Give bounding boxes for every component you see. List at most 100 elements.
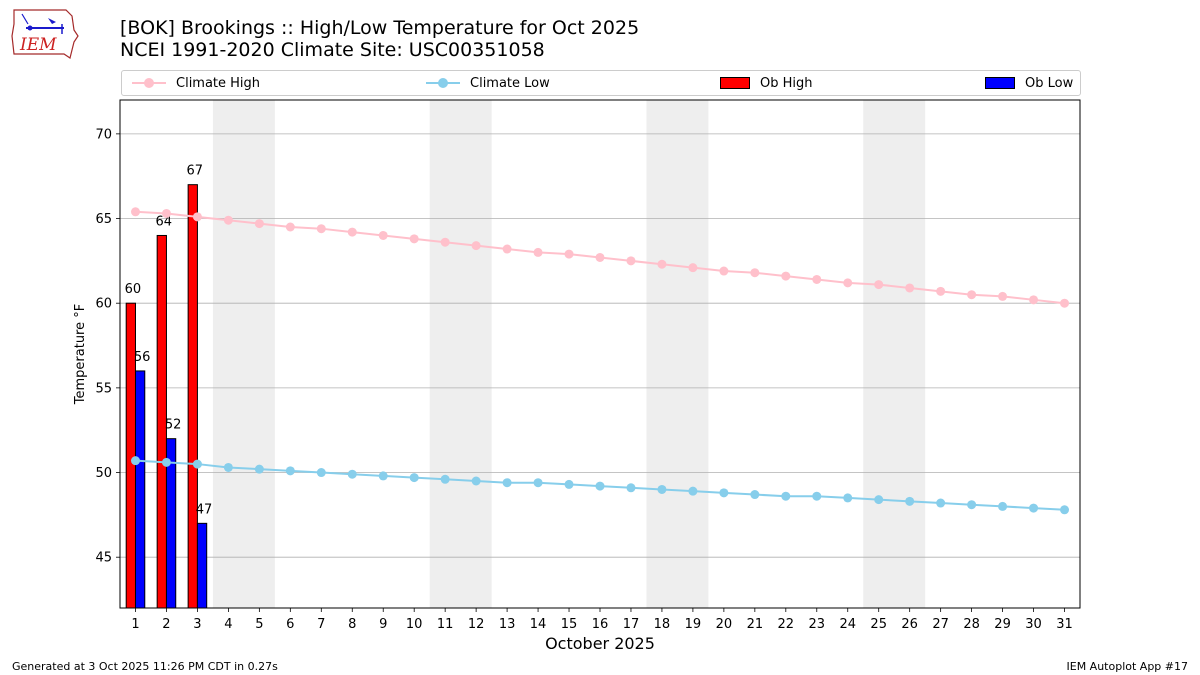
- x-tick-label: 21: [747, 617, 764, 632]
- climate-high-point: [936, 286, 946, 296]
- climate-low-point: [378, 471, 388, 481]
- legend-item-ob-high: Ob High: [720, 71, 813, 95]
- climate-high-point: [192, 212, 202, 222]
- x-tick-label: 27: [932, 617, 949, 632]
- x-tick-label: 12: [468, 617, 485, 632]
- x-tick-label: 10: [406, 617, 423, 632]
- legend-label-ob-high: Ob High: [760, 75, 813, 91]
- climate-high-point: [626, 256, 636, 266]
- climate-high-point: [223, 215, 233, 225]
- ob-low-bar-label: 56: [134, 350, 151, 365]
- climate-low-point: [1060, 505, 1070, 515]
- climate-high-point: [812, 274, 822, 284]
- y-tick-label: 45: [95, 551, 112, 566]
- x-tick-label: 23: [809, 617, 826, 632]
- plot-frame: [119, 99, 1081, 609]
- x-tick-label: 2: [162, 617, 170, 632]
- climate-low-point: [936, 498, 946, 508]
- climate-high-point: [1060, 298, 1070, 308]
- legend-label-climate-high: Climate High: [176, 75, 261, 91]
- x-tick-label: 11: [437, 617, 454, 632]
- climate-low-point: [750, 490, 760, 500]
- x-tick-label: 16: [592, 617, 609, 632]
- climate-high-point: [595, 252, 605, 262]
- climate-low-point: [874, 495, 884, 505]
- weekend-shade: [212, 100, 275, 608]
- climate-high-point: [161, 208, 171, 218]
- ob-low-bar-label: 47: [196, 502, 213, 517]
- x-tick-label: 5: [255, 617, 263, 632]
- climate-high-point: [1029, 295, 1039, 305]
- y-tick-label: 50: [95, 466, 112, 481]
- y-tick-label: 70: [95, 127, 112, 142]
- legend-item-climate-high: Climate High: [132, 71, 260, 95]
- climate-high-point: [564, 249, 574, 259]
- climate-low-point: [471, 476, 481, 486]
- x-tick-label: 22: [778, 617, 795, 632]
- climate-low-point: [688, 486, 698, 496]
- weekend-shade: [863, 100, 926, 608]
- x-tick-label: 3: [193, 617, 201, 632]
- legend-label-climate-low: Climate Low: [470, 75, 550, 91]
- climate-low-point: [347, 469, 357, 479]
- y-tick-label: 65: [95, 212, 112, 227]
- climate-low-point: [998, 501, 1008, 511]
- climate-low-point: [502, 478, 512, 488]
- climate-high-point: [843, 278, 853, 288]
- climate-low-point: [254, 464, 264, 474]
- climate-high-point: [905, 283, 915, 293]
- x-tick-label: 26: [901, 617, 918, 632]
- climate-high-swatch: [132, 76, 166, 90]
- ob-high-swatch: [720, 77, 750, 89]
- logo-text: IEM: [19, 35, 57, 55]
- climate-low-point: [843, 493, 853, 503]
- ob-high-bar: [187, 184, 198, 608]
- x-tick-label: 7: [317, 617, 325, 632]
- climate-low-point: [967, 500, 977, 510]
- climate-low-point: [316, 468, 326, 478]
- climate-low-swatch: [426, 76, 460, 90]
- y-axis-label: Temperature °F: [73, 304, 88, 405]
- x-tick-label: 29: [994, 617, 1011, 632]
- x-tick-label: 31: [1056, 617, 1073, 632]
- climate-high-point: [874, 280, 884, 290]
- climate-high-point: [533, 247, 543, 257]
- climate-high-point: [440, 237, 450, 247]
- climate-low-point: [657, 484, 667, 494]
- x-tick-label: 19: [685, 617, 702, 632]
- ob-low-bar-label: 52: [165, 418, 182, 433]
- ob-high-bar-label: 60: [125, 282, 142, 297]
- climate-low-point: [812, 491, 822, 501]
- climate-high-point: [254, 219, 264, 229]
- ob-high-bar-label: 67: [187, 164, 204, 179]
- x-tick-label: 1: [131, 617, 139, 632]
- climate-high-point: [378, 230, 388, 240]
- legend-item-ob-low: Ob Low: [985, 71, 1073, 95]
- chart-title: [BOK] Brookings :: High/Low Temperature …: [120, 17, 640, 39]
- footer-generated: Generated at 3 Oct 2025 11:26 PM CDT in …: [12, 660, 278, 673]
- climate-high-point: [719, 266, 729, 276]
- climate-low-point: [223, 462, 233, 472]
- climate-low-point: [781, 491, 791, 501]
- x-tick-label: 15: [561, 617, 578, 632]
- x-tick-label: 13: [499, 617, 516, 632]
- climate-high-point: [316, 224, 326, 234]
- iem-logo: IEM: [11, 9, 79, 59]
- x-tick-label: 28: [963, 617, 980, 632]
- x-tick-label: 6: [286, 617, 294, 632]
- chart-subtitle: NCEI 1991-2020 Climate Site: USC00351058: [120, 39, 545, 61]
- climate-low-point: [409, 473, 419, 483]
- y-tick-label: 55: [95, 381, 112, 396]
- climate-low-point: [595, 481, 605, 491]
- climate-high-point: [998, 291, 1008, 301]
- climate-high-point: [130, 207, 140, 217]
- y-tick-label: 60: [95, 297, 112, 312]
- climate-high-point: [347, 227, 357, 237]
- weekend-shade: [646, 100, 709, 608]
- x-tick-label: 30: [1025, 617, 1042, 632]
- x-tick-label: 8: [348, 617, 356, 632]
- x-tick-label: 18: [654, 617, 671, 632]
- climate-low-point: [440, 474, 450, 484]
- climate-high-point: [657, 259, 667, 269]
